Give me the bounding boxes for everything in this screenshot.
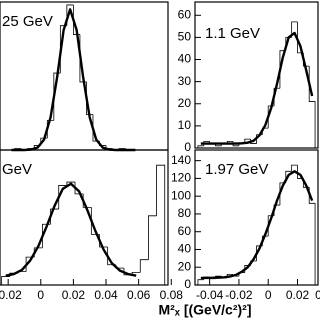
histogram-bin: [148, 215, 157, 260]
y-tick-label: 140: [171, 153, 191, 167]
fit-curve: [200, 170, 314, 280]
x-tick-label: 0.04: [315, 288, 320, 302]
histogram-bin: [156, 164, 166, 285]
y-tick-label: 20: [178, 96, 192, 110]
panel-title: GeV: [2, 161, 32, 178]
fit-curve: [5, 182, 137, 277]
histogram-bin: [308, 187, 316, 285]
y-tick-label: 10: [178, 118, 192, 132]
x-tick-label: 0.06: [127, 288, 151, 302]
panel-frame: [0, 149, 169, 286]
y-tick-label: 50: [178, 30, 192, 44]
y-tick-label: 100: [171, 188, 191, 202]
y-tick-label: 40: [178, 52, 192, 66]
y-tick-label: 120: [171, 171, 191, 185]
panel-title: 25 GeV: [2, 13, 53, 30]
panel-title: 1.1 GeV: [205, 25, 260, 42]
histogram-bin: [197, 145, 204, 148]
x-tick-label: 0.04: [94, 288, 118, 302]
histogram-bin: [58, 185, 67, 210]
x-tick-label: -0.04: [196, 288, 224, 302]
y-tick-label: 0: [184, 140, 191, 154]
y-tick-label: 80: [178, 206, 192, 220]
histogram-bin: [66, 181, 76, 186]
x-tick-label: 0.02: [62, 288, 86, 302]
histogram-bin: [291, 164, 298, 172]
panel-frame: [194, 149, 319, 286]
x-tick-label: -0.02: [225, 288, 253, 302]
x-tick-label: 0: [265, 288, 272, 302]
y-tick-label: 30: [178, 74, 192, 88]
histogram-bin: [139, 259, 149, 273]
panel-frame: [194, 1, 319, 149]
x-axis-label: M²ₓ [(GeV/c²)²]: [158, 302, 251, 318]
x-tick-label: 0: [37, 288, 44, 302]
y-tick-label: 20: [178, 259, 192, 273]
panel-title: 1.97 GeV: [205, 161, 268, 178]
y-tick-label: 0: [184, 277, 191, 291]
histogram-bin: [308, 66, 316, 148]
y-tick-label: 60: [178, 7, 192, 21]
y-tick-label: 60: [178, 224, 192, 238]
x-tick-label: 0.02: [286, 288, 310, 302]
histogram-bin: [291, 21, 298, 38]
x-tick-label: 0.08: [160, 288, 184, 302]
histogram-bin: [197, 279, 204, 285]
y-tick-label: 40: [178, 242, 192, 256]
fit-curve: [200, 31, 314, 145]
x-tick-label: -0.02: [0, 288, 22, 302]
